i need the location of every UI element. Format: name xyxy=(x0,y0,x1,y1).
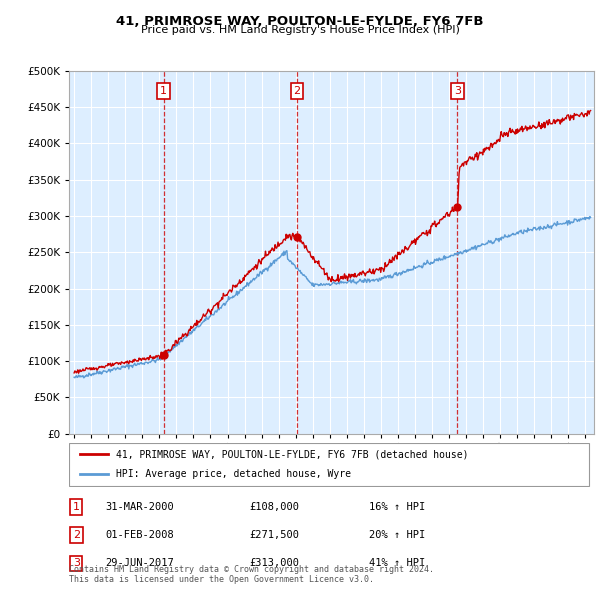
Text: 41, PRIMROSE WAY, POULTON-LE-FYLDE, FY6 7FB (detached house): 41, PRIMROSE WAY, POULTON-LE-FYLDE, FY6 … xyxy=(116,450,469,460)
Text: 31-MAR-2000: 31-MAR-2000 xyxy=(105,502,174,512)
Text: HPI: Average price, detached house, Wyre: HPI: Average price, detached house, Wyre xyxy=(116,470,351,479)
Text: 41% ↑ HPI: 41% ↑ HPI xyxy=(369,559,425,568)
Text: 3: 3 xyxy=(73,559,80,568)
Text: 3: 3 xyxy=(454,86,461,96)
Text: £271,500: £271,500 xyxy=(249,530,299,540)
Text: £108,000: £108,000 xyxy=(249,502,299,512)
Text: £313,000: £313,000 xyxy=(249,559,299,568)
Text: 16% ↑ HPI: 16% ↑ HPI xyxy=(369,502,425,512)
Text: 2: 2 xyxy=(293,86,301,96)
Text: 1: 1 xyxy=(73,502,80,512)
Text: 01-FEB-2008: 01-FEB-2008 xyxy=(105,530,174,540)
Text: 29-JUN-2017: 29-JUN-2017 xyxy=(105,559,174,568)
Text: 41, PRIMROSE WAY, POULTON-LE-FYLDE, FY6 7FB: 41, PRIMROSE WAY, POULTON-LE-FYLDE, FY6 … xyxy=(116,15,484,28)
FancyBboxPatch shape xyxy=(69,444,589,486)
Text: Price paid vs. HM Land Registry's House Price Index (HPI): Price paid vs. HM Land Registry's House … xyxy=(140,25,460,35)
Text: 2: 2 xyxy=(73,530,80,540)
Text: 20% ↑ HPI: 20% ↑ HPI xyxy=(369,530,425,540)
Text: Contains HM Land Registry data © Crown copyright and database right 2024.
This d: Contains HM Land Registry data © Crown c… xyxy=(69,565,434,584)
Text: 1: 1 xyxy=(160,86,167,96)
